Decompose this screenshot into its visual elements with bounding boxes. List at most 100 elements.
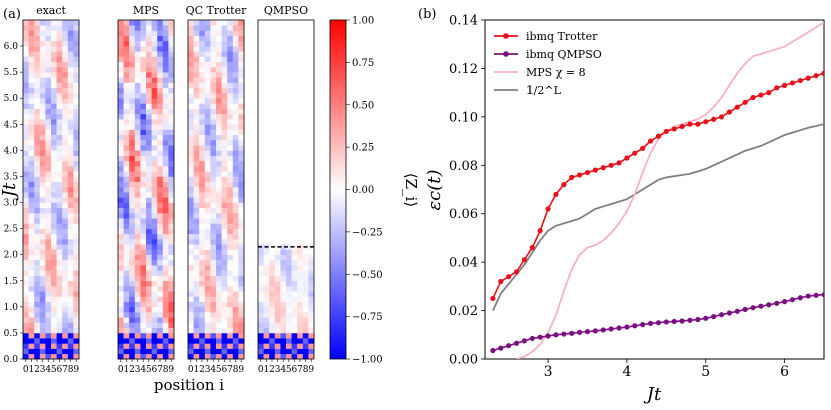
heat-cell (263, 46, 270, 52)
heat-cell (56, 145, 63, 151)
heat-cell (157, 30, 164, 36)
heat-cell (274, 51, 281, 57)
heat-cell (118, 160, 124, 167)
heat-cell (129, 296, 136, 302)
heat-cell (129, 150, 136, 156)
heat-cell (140, 77, 147, 83)
heat-cell (168, 171, 175, 177)
heat-cell (73, 265, 80, 271)
heat-cell (204, 223, 211, 229)
heat-cell (210, 181, 217, 188)
heat-cell (308, 332, 315, 339)
heat-cell (62, 51, 69, 57)
heat-cell (51, 108, 57, 115)
heat-cell (45, 270, 52, 276)
heat-cell (56, 306, 63, 313)
heat-cell (263, 186, 270, 193)
heat-cell (168, 20, 175, 26)
heat-cell (227, 244, 234, 250)
heat-cell (28, 108, 35, 115)
heat-cell (123, 239, 130, 245)
heat-cell (39, 113, 46, 120)
heat-cell (297, 353, 304, 360)
heat-cell (162, 301, 169, 308)
heat-cell (62, 113, 69, 120)
heat-cell (263, 113, 270, 120)
heat-cell (193, 212, 200, 219)
heat-cell (73, 228, 80, 235)
heat-cell (238, 87, 245, 94)
heat-cell (269, 301, 276, 308)
heat-cell (45, 145, 52, 151)
heat-cell (291, 306, 298, 313)
heat-cell (297, 171, 304, 177)
heat-cell (23, 270, 29, 276)
heat-cell (56, 296, 63, 302)
heat-cell (269, 291, 276, 297)
heat-cell (297, 61, 304, 68)
heat-cell (140, 233, 147, 240)
heat-cell (146, 291, 152, 297)
heat-cell (56, 285, 63, 292)
heat-cell (168, 25, 175, 31)
heatmap-y-label: Jt (0, 182, 20, 201)
heat-cell (227, 30, 234, 36)
heat-cell (291, 317, 298, 323)
heat-cell (221, 280, 228, 287)
heat-cell (188, 119, 194, 125)
data-point (521, 338, 528, 344)
heat-cell (297, 129, 304, 136)
data-point (742, 306, 748, 312)
heat-cell (216, 87, 222, 94)
data-point (663, 128, 669, 134)
heat-cell (221, 301, 228, 308)
heat-cell (134, 207, 141, 214)
heat-cell (210, 223, 217, 229)
heat-cell (199, 317, 206, 323)
data-point (616, 160, 622, 166)
heat-cell (210, 322, 217, 329)
heat-y-tick-label: 4.0 (4, 146, 19, 156)
heat-cell (193, 145, 200, 151)
heat-cell (23, 265, 29, 271)
heat-cell (151, 207, 158, 214)
heat-cell (199, 61, 206, 68)
heat-cell (45, 296, 52, 302)
heat-cell (146, 145, 152, 151)
heat-cell (67, 119, 74, 125)
heat-cell (151, 223, 158, 229)
heat-cell (297, 145, 304, 151)
heat-cell (232, 265, 239, 271)
heat-cell (73, 61, 80, 68)
heat-cell (297, 134, 304, 141)
heat-cell (45, 87, 52, 94)
heat-cell (146, 212, 152, 219)
heat-cell (140, 296, 147, 302)
heat-cell (210, 171, 217, 177)
heat-cell (34, 129, 41, 136)
heat-cell (28, 150, 35, 156)
heat-cell (23, 82, 29, 89)
heat-cell (134, 218, 141, 224)
heat-cell (221, 312, 228, 318)
heat-cell (269, 40, 276, 47)
heat-cell (67, 306, 74, 313)
data-point (600, 165, 606, 171)
heat-cell (269, 72, 276, 78)
heat-cell (199, 223, 206, 229)
panel-b-label: (b) (418, 7, 436, 22)
heat-cell (56, 353, 63, 360)
data-point (553, 332, 559, 338)
heat-cell (162, 259, 169, 266)
heat-cell (39, 207, 46, 214)
heat-cell (51, 244, 57, 250)
heat-cell (67, 207, 74, 214)
heat-cell (238, 280, 245, 287)
heat-cell (23, 259, 29, 266)
heat-cell (216, 239, 222, 245)
heat-cell (280, 285, 287, 292)
heat-cell (280, 343, 287, 349)
heat-cell (221, 270, 228, 276)
heat-cell (297, 150, 304, 156)
heat-cell (258, 98, 264, 104)
